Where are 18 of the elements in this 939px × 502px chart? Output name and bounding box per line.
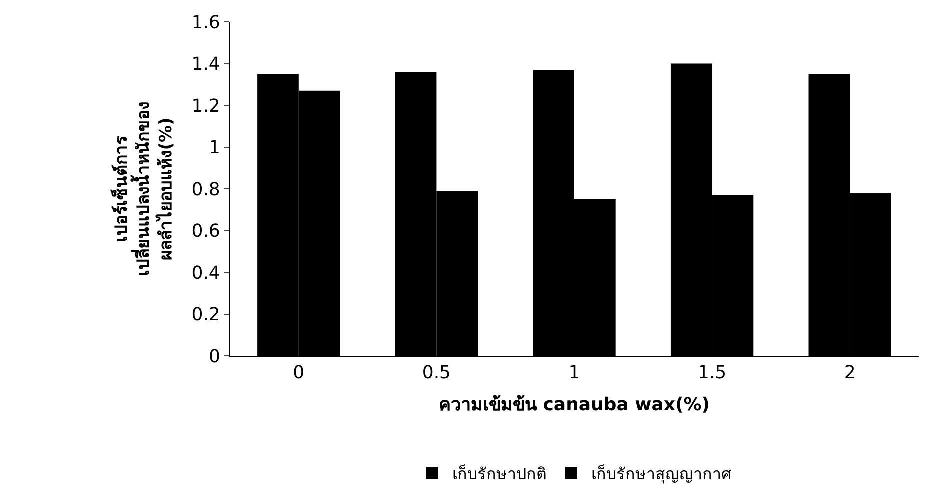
y-tick-label: 1.2: [192, 96, 220, 117]
x-axis-title: ความเข้มข้น canauba wax(%): [438, 394, 710, 416]
x-tick-label: 1.5: [698, 362, 727, 384]
y-tick-label: 0.2: [192, 304, 220, 326]
legend-label: เก็บรักษาสุญญากาศ: [592, 463, 732, 484]
x-tick-label: 0.5: [422, 362, 452, 384]
y-tick-label: 0.4: [192, 262, 220, 284]
x-tick-label: 1: [568, 362, 580, 384]
y-axis-title: เปอร์เซ็นต์การ เปลี่ยนแปลงน้ำหนักของ ผลลำไยอบแห้ง(%): [109, 102, 176, 276]
y-tick-label: 0.8: [192, 179, 220, 200]
y-tick-label: 0.6: [192, 221, 220, 242]
x-tick-label: 0: [293, 362, 305, 384]
y-tick-label: 1.6: [192, 12, 220, 34]
y-tick-label: 1.4: [192, 54, 220, 76]
legend-label: เก็บรักษาปกติ: [452, 463, 546, 484]
x-tick-label: 2: [844, 362, 856, 384]
y-tick-label: 0: [208, 346, 220, 368]
y-tick-label: 1: [208, 138, 220, 159]
